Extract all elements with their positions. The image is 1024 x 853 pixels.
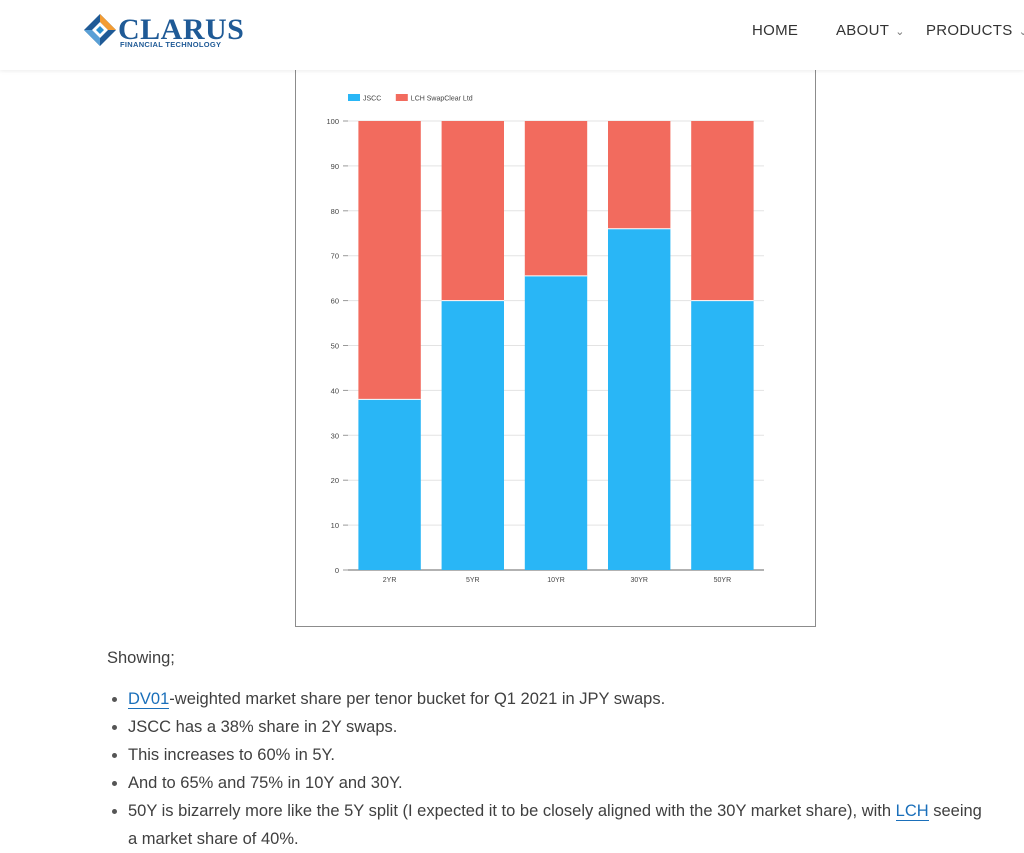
- findings-list: DV01-weighted market share per tenor buc…: [107, 685, 987, 853]
- y-tick-label: 30: [331, 431, 339, 440]
- bar-lch: [441, 121, 504, 301]
- list-item-text: seeing a market share of 40%.: [128, 802, 982, 848]
- y-tick-label: 80: [331, 207, 339, 216]
- nav-about-label: ABOUT: [836, 22, 890, 39]
- x-tick-label: 30YR: [630, 577, 648, 584]
- clarus-logo[interactable]: CLARUS FINANCIAL TECHNOLOGY: [82, 12, 245, 52]
- y-tick-label: 60: [331, 297, 339, 306]
- x-tick-label: 2YR: [383, 577, 397, 584]
- nav-products[interactable]: PRODUCTS ⌄: [926, 22, 1024, 39]
- dv01-link[interactable]: DV01: [128, 690, 170, 709]
- bar-lch: [524, 121, 588, 276]
- chevron-down-icon: ⌄: [1018, 26, 1024, 38]
- list-item: This increases to 60% in 5Y.: [128, 741, 987, 769]
- list-item: DV01-weighted market share per tenor buc…: [128, 685, 987, 713]
- list-item: And to 65% and 75% in 10Y and 30Y.: [128, 769, 987, 797]
- nav-products-label: PRODUCTS: [926, 22, 1013, 39]
- x-tick-label: 10YR: [547, 577, 565, 584]
- logo-diamond-icon: [84, 14, 116, 46]
- x-tick-label: 50YR: [714, 577, 732, 584]
- market-share-chart: 0 10 20 30 40 50 60 70 80 90 100 2YR 5YR 10YR 30YR 50YR…: [295, 62, 816, 627]
- lch-link[interactable]: LCH: [895, 802, 929, 821]
- nav-home-label: HOME: [752, 22, 799, 39]
- y-tick-label: 20: [331, 476, 339, 485]
- chevron-down-icon: ⌄: [895, 26, 905, 38]
- bar-jscc: [608, 228, 671, 570]
- bar-jscc: [358, 399, 421, 570]
- list-item-text: This increases to 60% in 5Y.: [128, 746, 335, 764]
- logo-name: CLARUS: [118, 13, 245, 46]
- list-item: JSCC has a 38% share in 2Y swaps.: [128, 713, 987, 741]
- list-item-text: JSCC has a 38% share in 2Y swaps.: [128, 718, 398, 736]
- intro-text: Showing;: [107, 649, 175, 667]
- x-tick-label: 5YR: [466, 577, 480, 584]
- bar-lch: [608, 121, 671, 229]
- y-tick-label: 100: [326, 117, 339, 126]
- bar-jscc: [691, 300, 754, 570]
- stacked-bar-chart: 0 10 20 30 40 50 60 70 80 90 100 2YR 5YR 10YR 30YR 50YR…: [326, 94, 764, 584]
- y-tick-label: 40: [331, 386, 339, 395]
- nav-home[interactable]: HOME: [752, 22, 798, 39]
- legend-swatch: [348, 94, 360, 101]
- list-item-text: And to 65% and 75% in 10Y and 30Y.: [128, 774, 403, 792]
- article-body: Showing; DV01-weighted market share per …: [107, 645, 987, 853]
- y-tick-label: 10: [331, 521, 339, 530]
- bar-lch: [691, 121, 754, 301]
- bar-jscc: [441, 300, 504, 570]
- y-tick-label: 50: [331, 342, 339, 351]
- legend-label: LCH SwapClear Ltd: [411, 96, 473, 103]
- list-item-text: 50Y is bizarrely more like the 5Y split …: [128, 802, 896, 820]
- bar-jscc: [524, 275, 588, 570]
- y-tick-label: 90: [331, 162, 339, 171]
- y-tick-label: 70: [331, 252, 339, 261]
- logo-tagline: FINANCIAL TECHNOLOGY: [120, 40, 222, 49]
- list-item: 50Y is bizarrely more like the 5Y split …: [128, 797, 987, 853]
- nav-about[interactable]: ABOUT ⌄: [836, 22, 905, 39]
- legend-swatch: [395, 94, 408, 101]
- y-tick-label: 0: [335, 566, 339, 575]
- site-header: CLARUS FINANCIAL TECHNOLOGY HOME ABOUT ⌄ …: [0, 0, 1024, 70]
- list-item-text: -weighted market share per tenor bucket …: [169, 690, 666, 708]
- bar-lch: [358, 121, 421, 400]
- legend-label: JSCC: [363, 96, 381, 103]
